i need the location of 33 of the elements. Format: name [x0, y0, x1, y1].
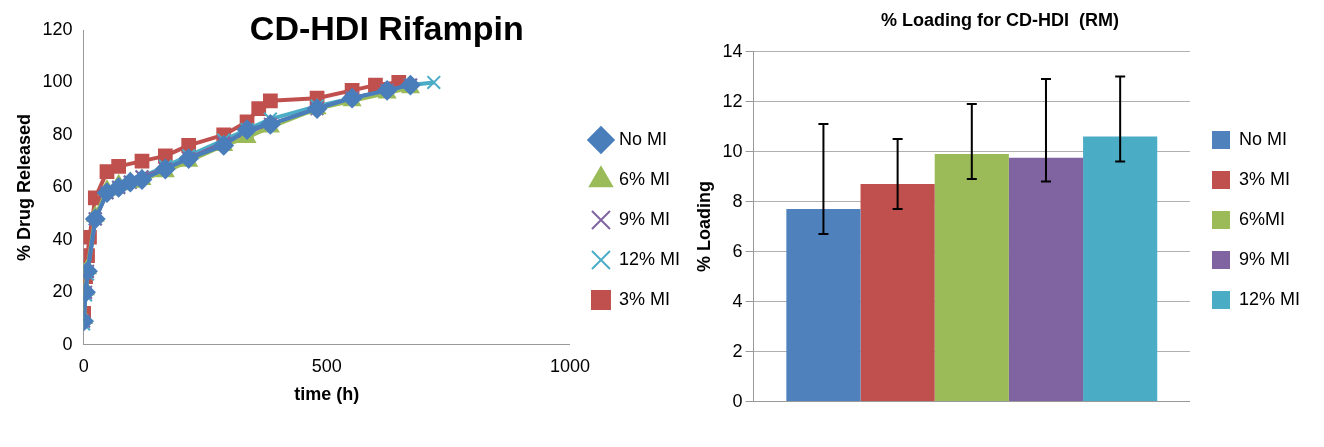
y-tick-label: 8	[732, 190, 743, 211]
x-tick-label: 1000	[549, 355, 590, 376]
y-tick-label: 120	[42, 18, 73, 39]
y-tick-label: 12	[722, 90, 743, 111]
y-tick-label: 100	[42, 71, 73, 92]
legend-label: No MI	[1238, 128, 1287, 149]
y-axis-title: % Loading	[693, 181, 714, 273]
y-tick-label: 40	[52, 228, 73, 249]
y-tick-label: 60	[52, 176, 73, 197]
legend-label: No MI	[618, 128, 667, 149]
y-tick-label: 20	[52, 281, 73, 302]
legend-label: 12% MI	[618, 248, 681, 269]
chart-title: CD-HDI Rifampin	[249, 9, 524, 48]
y-tick-label: 6	[732, 240, 743, 261]
legend-label: 6% MI	[618, 168, 670, 189]
y-tick-label: 2	[732, 340, 743, 361]
y-tick-label: 4	[732, 290, 743, 311]
legend-label: 3% MI	[618, 288, 670, 309]
x-tick-label: 0	[78, 355, 89, 376]
chart-title: % Loading for CD-HDI (RM)	[881, 9, 1119, 30]
y-tick-label: 80	[52, 123, 73, 144]
y-tick-label: 0	[62, 333, 73, 354]
y-tick-label: 14	[722, 40, 743, 61]
y-tick-label: 0	[732, 390, 743, 411]
legend-label: 9% MI	[1238, 248, 1290, 269]
y-tick-label: 10	[722, 140, 743, 161]
legend-label: 3% MI	[1238, 168, 1290, 189]
legend-label: 9% MI	[618, 208, 670, 229]
y-axis-title: % Drug Released	[13, 113, 34, 261]
x-axis-title: time (h)	[294, 384, 360, 405]
legend-label: 12% MI	[1238, 288, 1301, 309]
legend-label: 6%MI	[1238, 208, 1285, 229]
x-tick-label: 500	[311, 355, 342, 376]
